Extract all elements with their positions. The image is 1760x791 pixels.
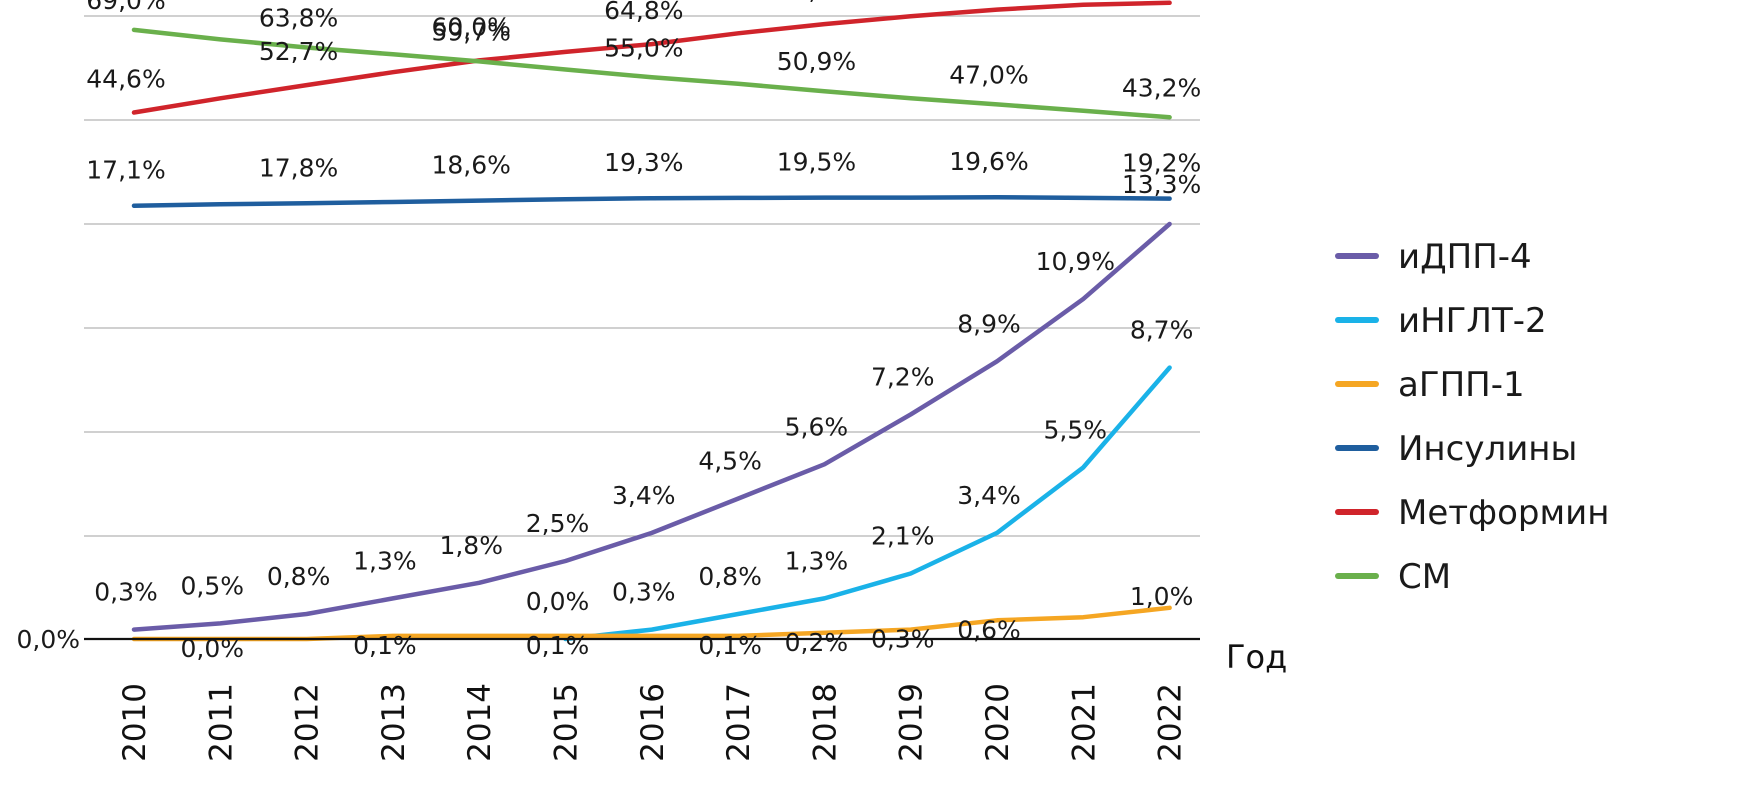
data-label: 10,9% [1036,247,1115,276]
x-axis: 2010 2011 2012 2013 2014 2015 2016 2017 2018 2019… [84,637,1287,762]
data-label: 0,3% [612,578,676,607]
data-label: 2,5% [526,509,590,538]
series-lines [131,0,1172,642]
legend-label: иНГЛТ-2 [1398,301,1547,341]
legend-label: Инсулины [1398,429,1577,469]
data-label: 19,3% [604,148,683,177]
data-label: 64,8% [604,0,683,25]
data-label: 2,1% [871,521,935,550]
data-label: 0,1% [526,631,590,660]
data-label: 0,8% [267,562,331,591]
series-line-Инсулины [131,194,1172,208]
data-label: 8,9% [957,309,1021,338]
x-tick-label: 2021 [1066,683,1102,762]
legend-label: аГПП-1 [1398,365,1525,405]
x-tick-label: 2010 [117,683,153,762]
x-tick-label: 2022 [1153,683,1189,762]
x-tick-label: 2012 [290,683,326,762]
x-tick-label: 2015 [549,683,585,762]
data-label: 0,3% [94,578,158,607]
data-label: 5,6% [785,412,849,441]
data-label: 19,2% [1122,149,1201,178]
data-labels: 0,3% 0,5% 0,8% 1,3% 1,8% 2,5% 3,4% 4,5% 5,6% 7,2%… [16,0,1201,663]
x-tick-label: 2014 [462,683,498,762]
x-axis-title: Год [1226,638,1287,676]
data-label: 17,8% [259,153,338,182]
x-tick-label: 2017 [721,683,757,762]
legend-label: СМ [1398,557,1451,597]
y-zero-label: 0,0% [16,625,80,654]
data-label: 3,4% [957,481,1021,510]
data-label: 18,6% [431,151,510,180]
data-label: 19,6% [949,147,1028,176]
x-tick-label: 2016 [635,683,671,762]
data-label: 0,0% [526,587,590,616]
data-label: 13,3% [1122,170,1201,199]
data-label: 63,8% [259,4,338,33]
data-label: 0,2% [785,628,849,657]
data-label: 4,5% [698,447,762,476]
x-tick-label: 2013 [376,683,412,762]
data-label: 19,5% [777,148,856,177]
data-label: 52,7% [259,37,338,66]
data-label: 0,1% [698,631,762,660]
x-tick-label: 2018 [807,683,843,762]
data-label: 1,3% [353,546,417,575]
x-tick-label: 2011 [203,683,239,762]
legend-label: иДПП-4 [1398,237,1532,277]
data-label: 8,7% [1130,316,1194,345]
data-label: 47,0% [949,60,1028,89]
data-label: 44,6% [86,65,165,94]
data-label: 0,1% [353,631,417,660]
x-tick-label: 2019 [894,683,930,762]
x-tick-label: 2020 [980,683,1016,762]
series-line-иНГЛТ-2 [563,365,1172,642]
data-label: 60,0% [431,12,510,41]
data-label: 5,5% [1044,415,1108,444]
data-label: 3,4% [612,481,676,510]
data-label: 1,3% [785,546,849,575]
data-label: 59,7% [431,17,510,46]
data-label: 69,0% [86,0,165,15]
data-label: 0,5% [181,571,245,600]
data-label: 1,8% [439,531,503,560]
data-label: 43,2% [1122,73,1201,102]
series-line-иДПП-4 [131,221,1172,632]
data-label: 7,2% [871,362,935,391]
series-line-Метформин [131,0,1172,115]
data-label: 55,0% [604,33,683,62]
legend-label: Метформин [1398,493,1610,533]
data-label: 70,7% [777,0,856,5]
data-label: 17,1% [86,156,165,185]
data-label: 0,8% [698,562,762,591]
data-label: 50,9% [777,47,856,76]
legend: иДПП-4 иНГЛТ-2 аГПП-1 Инсулины Метформин СМ [1335,237,1610,597]
series-line-СМ [131,27,1172,120]
data-label: 1,0% [1130,582,1194,611]
